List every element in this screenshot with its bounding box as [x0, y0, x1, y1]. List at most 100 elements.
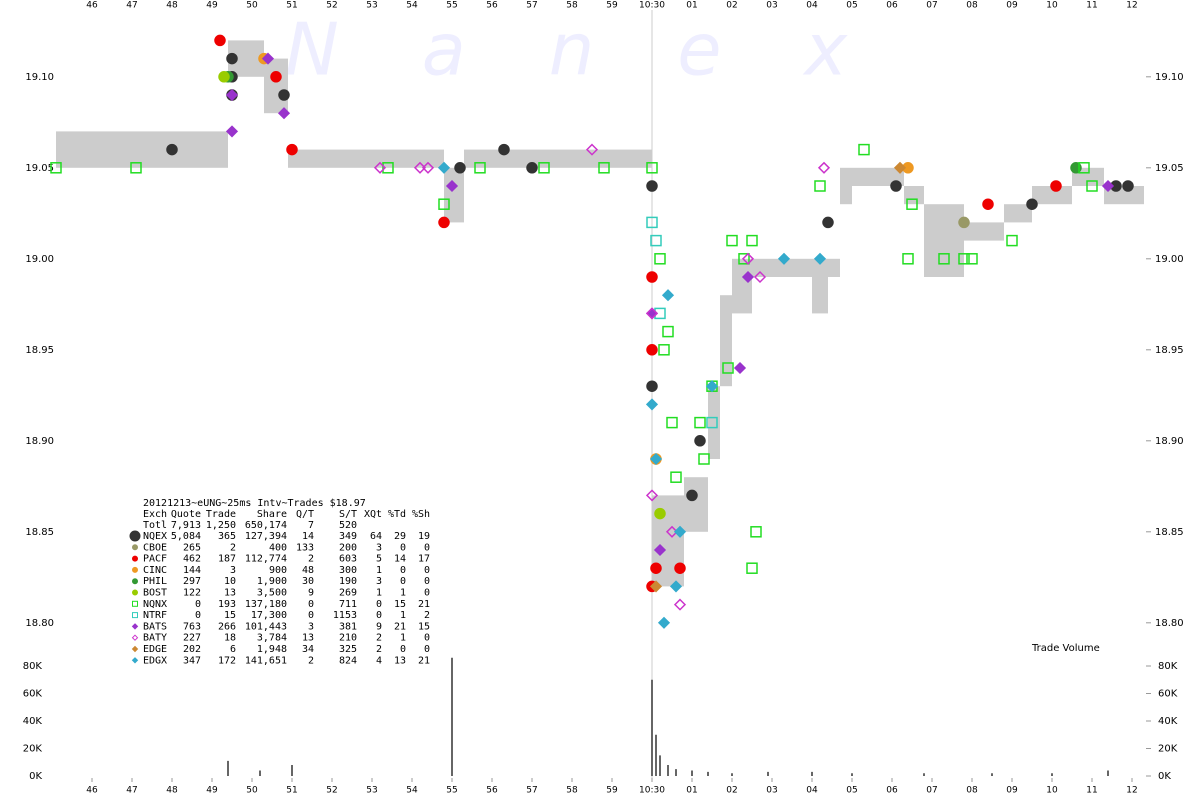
summary-cell: 520 — [339, 520, 357, 531]
trade — [982, 198, 994, 210]
trade — [214, 34, 226, 47]
trade — [131, 623, 139, 630]
trade — [646, 271, 658, 283]
nbbo-band — [1032, 186, 1072, 205]
y-tick-label: 19.00 — [25, 254, 54, 265]
x-tick-label: 53 — [366, 786, 377, 796]
summary-cell: 0 — [400, 644, 406, 655]
y-tick-label: 20K — [23, 744, 43, 755]
summary-cell: 144 — [183, 565, 201, 576]
trade — [746, 562, 758, 574]
trade — [657, 616, 671, 629]
summary-cell: 0 — [376, 610, 382, 621]
trade — [817, 161, 831, 174]
trade — [132, 578, 138, 585]
volume-bar — [451, 657, 453, 776]
nbbo-band — [732, 258, 752, 314]
x-tick-label: 07 — [926, 786, 937, 796]
summary-cell: 0 — [376, 599, 382, 610]
watermark: N a n e x — [285, 8, 848, 92]
summary-cell: 325 — [339, 644, 357, 655]
trade — [132, 555, 138, 562]
summary-cell: 349 — [339, 531, 357, 542]
x-tick-label: 12 — [1126, 1, 1137, 11]
trade — [646, 216, 658, 229]
summary-cell: 9 — [376, 621, 382, 632]
summary-cell: 1,948 — [257, 644, 287, 655]
summary-cell: 650,174 — [245, 520, 287, 531]
trade — [750, 526, 762, 538]
x-tick-label: 10:30 — [639, 786, 665, 796]
x-tick-label: 01 — [686, 1, 697, 11]
trade — [225, 125, 239, 138]
summary-header: %Sh — [412, 509, 430, 520]
summary-cell: 2 — [308, 655, 314, 666]
legend-name: BATS — [143, 621, 167, 632]
nbbo-band — [924, 204, 964, 277]
summary-cell: 400 — [269, 542, 287, 553]
summary-cell: 19 — [418, 531, 430, 542]
trade — [438, 216, 450, 229]
legend-name: CINC — [143, 565, 167, 576]
trade — [733, 361, 747, 375]
summary-cell: 15 — [394, 599, 406, 610]
trade — [585, 143, 599, 156]
x-tick-label: 58 — [566, 786, 578, 796]
trade — [225, 88, 239, 102]
trade — [666, 416, 678, 429]
summary-cell: 48 — [302, 565, 314, 576]
summary-cell: 112,774 — [245, 554, 287, 565]
x-tick-label: 54 — [406, 786, 418, 796]
summary-cell: 34 — [302, 644, 314, 655]
x-tick-label: 55 — [446, 786, 457, 796]
legend-name: PACF — [143, 554, 167, 565]
trade — [1078, 162, 1090, 174]
summary-cell: 0 — [400, 542, 406, 553]
nbbo-band — [964, 222, 1004, 241]
legend-name: CBOE — [143, 542, 167, 553]
summary-cell: 15 — [224, 610, 236, 621]
trade — [131, 634, 139, 641]
summary-cell: 29 — [394, 531, 406, 542]
volume-bar — [731, 773, 733, 776]
trade — [645, 307, 659, 320]
summary-cell: 227 — [183, 633, 201, 644]
x-tick-label: 47 — [126, 786, 137, 796]
summary-cell: 101,443 — [245, 621, 287, 632]
summary-cell: 0 — [424, 542, 430, 553]
trade — [437, 161, 451, 174]
x-tick-label: 12 — [1126, 786, 1137, 796]
trade — [694, 435, 706, 447]
trade — [814, 180, 826, 192]
summary-cell: 297 — [183, 576, 201, 587]
trade — [658, 344, 670, 356]
y-tick-label: 19.00 — [1155, 254, 1184, 265]
y-tick-label: 18.90 — [1155, 436, 1184, 447]
x-tick-label: 07 — [926, 1, 937, 11]
summary-cell: 900 — [269, 565, 287, 576]
trade — [131, 645, 139, 653]
x-tick-label: 46 — [86, 1, 98, 11]
x-tick-label: 10 — [1046, 786, 1058, 796]
trade — [498, 143, 510, 156]
x-tick-label: 03 — [766, 1, 777, 11]
summary-cell: 0 — [308, 610, 314, 621]
trade — [673, 525, 687, 538]
summary-cell: 2 — [376, 633, 382, 644]
y-tick-label: 20K — [1158, 744, 1178, 755]
trade — [649, 580, 663, 593]
y-tick-label: 18.90 — [25, 436, 54, 447]
trade — [958, 216, 970, 229]
x-tick-label: 11 — [1086, 786, 1097, 796]
summary-cell: 18 — [224, 633, 236, 644]
trade — [278, 89, 290, 101]
summary-cell: 347 — [183, 655, 201, 666]
summary-cell: 193 — [218, 599, 236, 610]
trade — [474, 162, 486, 174]
trade — [646, 162, 658, 174]
volume-bar — [923, 773, 925, 776]
summary-cell: 3,500 — [257, 588, 287, 599]
summary-cell: 1 — [400, 633, 406, 644]
x-tick-label: 06 — [886, 786, 898, 796]
trade — [438, 198, 450, 210]
